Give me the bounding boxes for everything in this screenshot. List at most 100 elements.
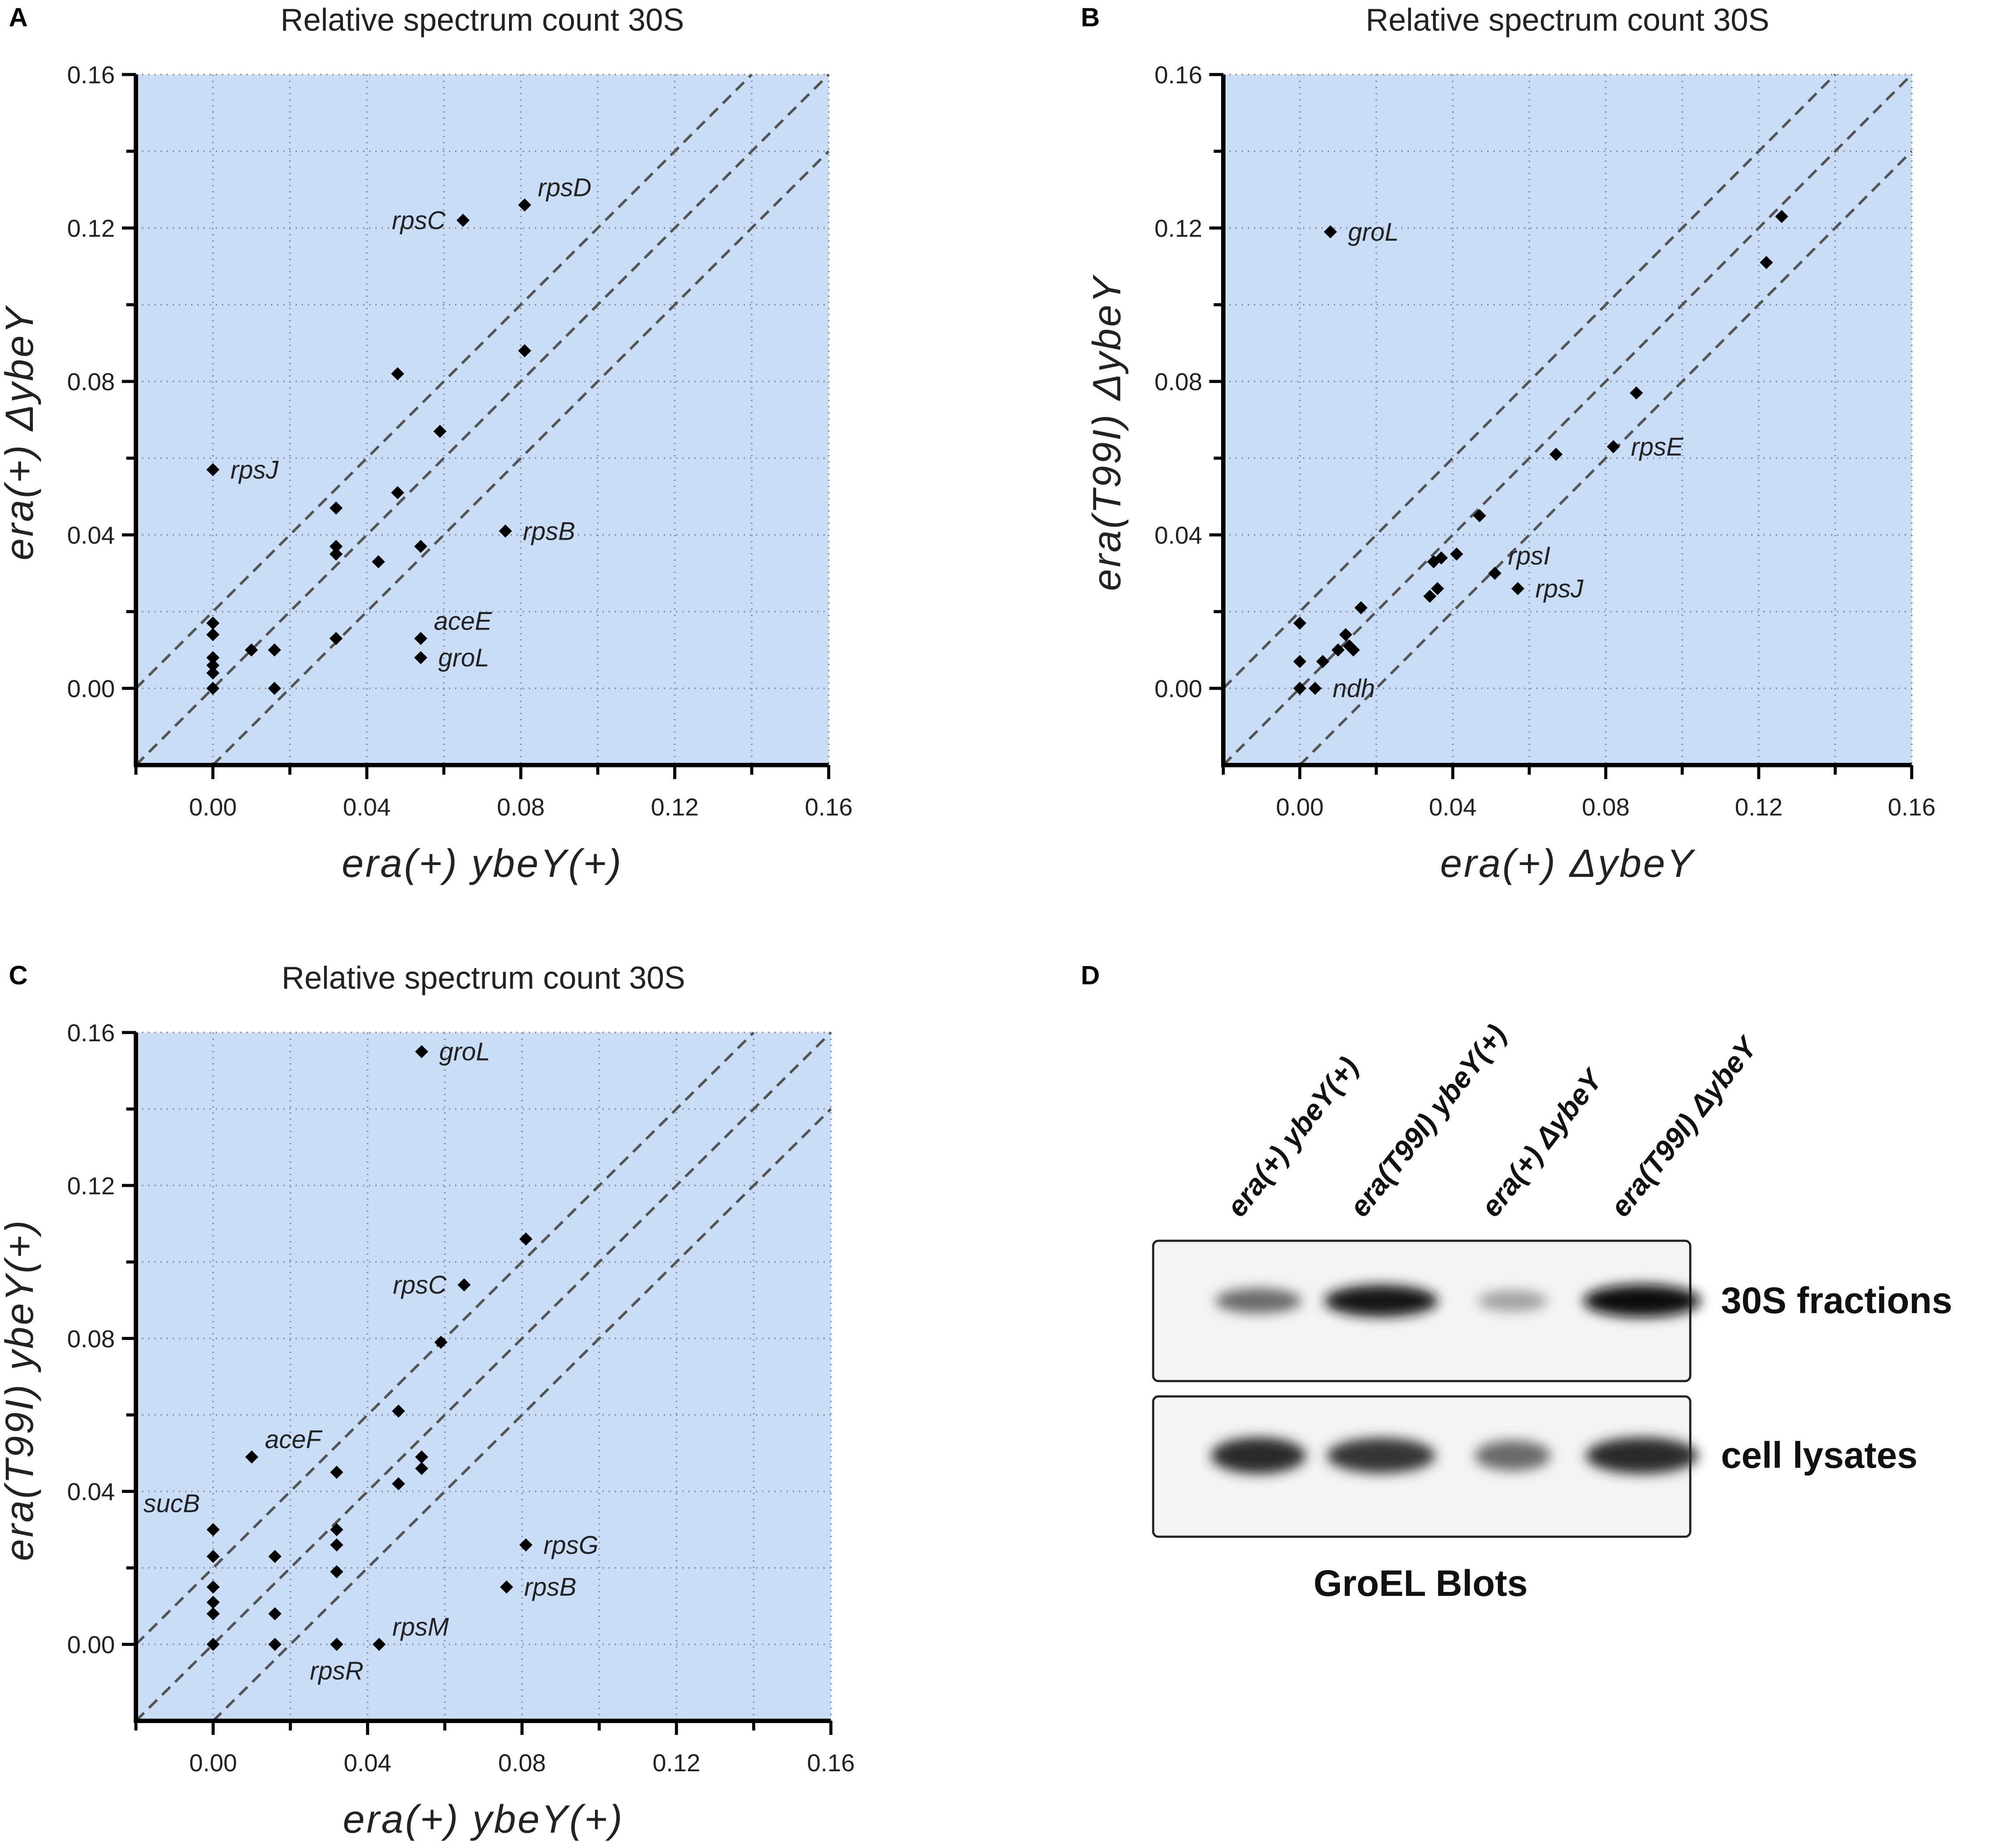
data-point bbox=[206, 616, 220, 630]
data-point bbox=[1630, 386, 1643, 400]
point-label: groL bbox=[1348, 218, 1399, 246]
x-tick-label: 0.04 bbox=[344, 1749, 392, 1777]
data-point bbox=[268, 1607, 281, 1620]
data-point bbox=[372, 555, 385, 569]
data-point bbox=[1775, 210, 1788, 223]
data-point bbox=[329, 547, 343, 561]
blot-band bbox=[1585, 1437, 1699, 1474]
data-point bbox=[1607, 440, 1620, 453]
data-point bbox=[1549, 448, 1563, 461]
data-point bbox=[1316, 655, 1329, 668]
point-label: rpsC bbox=[393, 1271, 447, 1300]
point-label: rpsJ bbox=[231, 456, 279, 484]
data-point bbox=[330, 1638, 343, 1651]
x-tick-label: 0.08 bbox=[497, 793, 545, 821]
data-point bbox=[434, 1335, 448, 1349]
x-tick-label: 0.16 bbox=[1888, 793, 1936, 821]
data-point bbox=[206, 666, 220, 680]
reference-line-1 bbox=[135, 73, 830, 766]
reference-line-2 bbox=[212, 150, 830, 766]
panel-a: 0.00 0.00 0.04 0.04 0.08 0.08 0.12 0.12 0.16 0.16… bbox=[0, 3, 853, 886]
x-tick-label: 0.12 bbox=[1735, 793, 1783, 821]
data-points: groL rpsE rpsI rpsJ ndh bbox=[1293, 210, 1788, 703]
y-tick-label: 0.12 bbox=[1154, 214, 1202, 242]
data-point bbox=[207, 1580, 220, 1594]
data-point bbox=[206, 651, 220, 664]
data-point bbox=[206, 628, 220, 641]
y-tick-label: 0.08 bbox=[67, 368, 115, 395]
blot-band bbox=[1327, 1438, 1436, 1474]
data-point bbox=[414, 632, 428, 645]
blot-band bbox=[1324, 1285, 1438, 1317]
blot-band bbox=[1475, 1440, 1551, 1471]
reference-line-1 bbox=[1222, 73, 1913, 766]
panel-letter: C bbox=[9, 961, 28, 990]
data-point bbox=[329, 632, 343, 645]
gridlines bbox=[136, 74, 830, 765]
data-point bbox=[268, 1549, 281, 1563]
data-points: rpsC rpsD rpsJ rpsB aceE groL bbox=[206, 174, 591, 695]
data-point bbox=[206, 682, 220, 695]
data-point bbox=[415, 1462, 428, 1475]
x-tick-label: 0.00 bbox=[189, 793, 237, 821]
x-tick-label: 0.00 bbox=[1276, 793, 1324, 821]
data-point bbox=[1760, 256, 1773, 269]
data-point bbox=[330, 1523, 343, 1536]
blot-row-label: cell lysates bbox=[1721, 1435, 1917, 1476]
y-tick-label: 0.00 bbox=[67, 1631, 115, 1659]
panel-letter: B bbox=[1081, 3, 1100, 32]
point-label: rpsR bbox=[310, 1657, 363, 1685]
blot-band bbox=[1478, 1290, 1548, 1312]
data-point bbox=[518, 344, 531, 357]
data-point bbox=[456, 214, 470, 227]
chart-title: Relative spectrum count 30S bbox=[1366, 3, 1769, 38]
panel-letter: D bbox=[1081, 961, 1100, 990]
data-point bbox=[392, 1477, 405, 1491]
point-label: sucB bbox=[143, 1489, 200, 1518]
data-point bbox=[206, 463, 220, 477]
data-point bbox=[329, 501, 343, 515]
y-tick-label: 0.16 bbox=[67, 1019, 115, 1047]
data-point bbox=[1331, 643, 1345, 657]
data-point bbox=[206, 659, 220, 672]
y-tick-label: 0.16 bbox=[67, 61, 115, 89]
panel-letter: A bbox=[9, 3, 28, 32]
point-label: aceF bbox=[265, 1425, 323, 1454]
chart-title: Relative spectrum count 30S bbox=[281, 961, 685, 996]
data-point bbox=[415, 1450, 428, 1464]
point-label: rpsG bbox=[543, 1531, 598, 1560]
x-axis-label: era(+) ΔybeY bbox=[1440, 842, 1696, 886]
data-point bbox=[499, 524, 512, 538]
x-tick-label: 0.16 bbox=[805, 793, 853, 821]
blot-row: cell lysates bbox=[1152, 1395, 1917, 1538]
point-label: rpsB bbox=[523, 517, 575, 545]
y-tick-label: 0.04 bbox=[1154, 521, 1202, 549]
data-point bbox=[1293, 616, 1307, 630]
data-point bbox=[1308, 682, 1322, 695]
data-point bbox=[1347, 643, 1360, 657]
data-point bbox=[1293, 655, 1307, 668]
data-point bbox=[330, 1466, 343, 1479]
lane-label: era(T99I) ΔybeY bbox=[1604, 1030, 1764, 1223]
data-point bbox=[1293, 682, 1307, 695]
lane-label: era(+) ybeY(+) bbox=[1220, 1050, 1364, 1222]
gridlines bbox=[136, 1032, 832, 1721]
point-label: rpsB bbox=[524, 1573, 576, 1602]
data-point bbox=[245, 643, 258, 657]
data-point bbox=[1511, 582, 1525, 595]
reference-line-2 bbox=[212, 1108, 832, 1722]
reference-line-0 bbox=[135, 73, 753, 690]
point-label: rpsM bbox=[392, 1613, 449, 1641]
point-label: groL bbox=[439, 1038, 490, 1066]
data-point bbox=[414, 540, 428, 553]
reference-line-0 bbox=[135, 1031, 755, 1645]
point-label: rpsC bbox=[392, 207, 446, 235]
data-point bbox=[391, 486, 404, 499]
data-point bbox=[457, 1278, 471, 1292]
y-tick-label: 0.16 bbox=[1154, 61, 1202, 89]
data-point bbox=[330, 1538, 343, 1552]
x-tick-label: 0.04 bbox=[343, 793, 391, 821]
data-point bbox=[268, 682, 281, 695]
data-point bbox=[392, 1404, 405, 1418]
